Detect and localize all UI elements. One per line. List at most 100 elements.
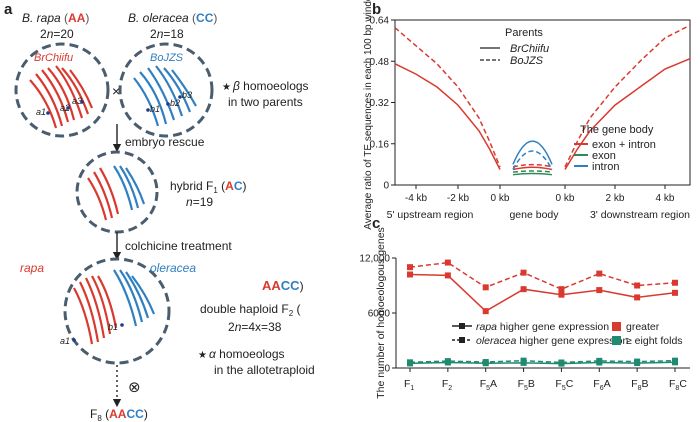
c-y-tick-label: 0 [384,364,390,375]
c-series-point [520,357,527,364]
c-series-point [558,359,565,366]
allotetraploid-genome: AACC) [262,278,304,293]
c-x-tick-label: F8C [669,378,687,392]
c-x-tick-label: F5B [518,378,535,392]
c-series-point [634,282,641,289]
c-y-axis-label: The number of homoeologous genes [375,227,387,399]
b-region-downstream: 3' downstream region [590,209,690,221]
b-region-body: gene body [509,209,559,221]
b-y-tick-label: 0 [383,181,389,192]
b-y-tick-label: 0.16 [370,139,390,150]
c-x-tick-label: F1 [404,378,414,392]
oleracea-chromosomes [133,65,197,127]
c-series-point [407,264,413,271]
step-embryo-rescue: embryo rescue [125,135,205,149]
b-x-tick-label: -4 kb [405,193,428,204]
panel-c-label: c [372,215,380,232]
beta-homoeolog-note: ★ β homoeologs [222,79,309,93]
b-x-tick-label: 0 kb [556,193,575,204]
c-x-tick-label: F5C [555,378,573,392]
b-y-tick-label: 0.32 [370,98,390,109]
panel-a-label: a [4,1,13,18]
c-legend-oleracea-marker [459,337,465,343]
allo-rapa-chromosomes [73,275,118,345]
c-series-point [407,271,413,278]
b-axes: 0 0.16 0.32 0.48 0.64 -4 kb -2 kb 0 kb 0 kb 2 kb 4… [370,16,691,204]
b-series-body-line [512,172,553,176]
c-series-point [596,357,603,364]
f8-label: F8 (AACC) [90,407,148,422]
c-series [407,259,678,367]
c-series-point [520,286,527,293]
c-series-point [672,279,678,286]
c-series-point [672,357,678,364]
c-series-point [444,272,451,279]
b-legend-intron: intron [592,161,620,173]
b-series-body-line [512,150,553,170]
gene-label-a3: a3 [72,96,82,106]
hybrid-nucleus [75,150,159,234]
parent2-title: B. oleracea (CC) [128,11,217,25]
b-x-tick-label: 2 kb [606,193,625,204]
c-axes: 0 6000 12,000 F1 F2 F5A F5B F5C F6A F8B F8C [359,254,690,392]
genome-label-rapa: rapa [20,261,44,275]
hybrid-chromosomes: n=19 [186,195,213,209]
b-series-upstream-line [394,63,501,170]
gene-label-allo-a1: a1 [60,336,70,346]
b-legend-parent-1: BrChiifu [510,43,549,55]
gene-label-a1: a1 [36,107,46,117]
panel-a: a B. rapa (AA) 2n=20 B. oleracea (CC) 2n… [4,1,315,422]
rapa-cultivar-label: BrChiifu [34,52,73,64]
hybrid-f1-label: hybrid F1 (AC) [170,179,247,195]
alpha-homoeolog-note-line2: in the allotetraploid [214,363,315,377]
parent2-chromosomes: 2n=18 [150,27,184,41]
b-series-body-line [512,163,553,168]
c-series-point [596,287,603,294]
oleracea-nucleus [118,42,214,138]
hybrid-rapa-chromosomes [87,167,120,221]
panel-b: b Average ratio of TE sequences in each … [363,0,691,230]
panel-b-label: b [372,1,381,18]
c-series-point [634,294,641,301]
panel-c: c The number of homoeologous genes 0 6000… [359,215,690,399]
c-series-point [596,270,603,277]
rapa-chromosomes [29,65,94,129]
allo-oleracea-chromosomes [113,269,156,327]
c-series-line [409,261,676,291]
b-series-downstream-line [564,58,691,170]
c-series-point [482,359,489,366]
c-series-line [409,361,676,365]
c-series-point [482,284,489,291]
gene-label-b2: b2 [170,98,180,108]
b-legend-exon-intron: exon + intron [592,139,656,151]
step-colchicine: colchicine treatment [125,239,232,253]
c-series-line [409,273,676,313]
c-legend-rapa: rapa higher gene expression [476,321,609,333]
b-y-axis-label: Average ratio of TE sequences in each 10… [363,0,374,230]
b-x-tick-label: -2 kb [447,193,470,204]
gene-label-a2: a2 [60,103,70,113]
gene-label-allo-b1: b1 [108,322,118,332]
c-series-point [672,289,678,296]
genome-label-oleracea: oleracea [150,261,196,275]
c-legend-greater-box [612,322,621,331]
c-y-tick-label: 12,000 [359,254,390,265]
c-series-point [407,359,413,366]
c-series-point [634,358,641,365]
c-x-tick-label: F6A [593,378,610,392]
beta-homoeolog-note-line2: in two parents [228,95,303,109]
b-series-downstream-line [564,24,691,168]
c-x-tick-label: F5A [480,378,497,392]
c-series-line [409,359,676,364]
c-series-point [482,308,489,315]
gene-label-b1: b1 [150,104,160,114]
c-legend-rapa-marker [459,323,465,329]
allotetraploid-nucleus [63,257,171,365]
c-y-tick-label: 6000 [368,309,391,320]
double-haploid-label: double haploid F2 ( [200,302,301,318]
b-legend-parents-title: Parents [505,27,543,39]
b-legend-body-title: The gene body [580,124,654,136]
b-y-tick-label: 0.48 [370,57,390,68]
b-x-tick-label: 0 kb [491,193,510,204]
c-series-point [520,269,527,276]
